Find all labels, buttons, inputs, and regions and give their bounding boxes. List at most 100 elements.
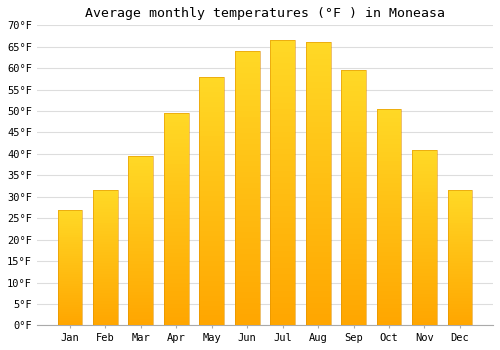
Bar [412, 209, 437, 213]
Bar [341, 75, 366, 80]
Bar [93, 233, 118, 236]
Bar [341, 280, 366, 285]
Bar [412, 318, 437, 322]
Bar [448, 252, 472, 255]
Bar [341, 233, 366, 239]
Bar [58, 251, 82, 254]
Bar [200, 102, 224, 106]
Bar [341, 249, 366, 254]
Bar [376, 222, 402, 226]
Bar [448, 312, 472, 315]
Bar [448, 217, 472, 220]
Bar [306, 292, 330, 297]
Bar [200, 281, 224, 286]
Bar [448, 323, 472, 326]
Bar [448, 255, 472, 258]
Bar [376, 265, 402, 269]
Bar [306, 161, 330, 167]
Bar [235, 216, 260, 221]
Bar [306, 60, 330, 65]
Bar [448, 190, 472, 326]
Bar [128, 247, 154, 251]
Bar [376, 191, 402, 196]
Bar [128, 305, 154, 308]
Bar [128, 261, 154, 265]
Bar [58, 288, 82, 291]
Bar [235, 68, 260, 73]
Bar [306, 173, 330, 178]
Bar [93, 263, 118, 266]
Bar [412, 160, 437, 164]
Bar [93, 212, 118, 215]
Bar [200, 286, 224, 290]
Bar [164, 181, 188, 186]
Bar [412, 234, 437, 238]
Bar [164, 262, 188, 266]
Bar [128, 244, 154, 247]
Bar [58, 304, 82, 307]
Bar [448, 263, 472, 266]
Bar [128, 193, 154, 197]
Bar [270, 240, 295, 246]
Bar [341, 223, 366, 229]
Bar [164, 287, 188, 292]
Bar [270, 75, 295, 80]
Bar [58, 210, 82, 326]
Bar [448, 296, 472, 299]
Bar [270, 86, 295, 92]
Bar [235, 293, 260, 298]
Bar [164, 122, 188, 126]
Bar [341, 315, 366, 320]
Bar [128, 214, 154, 217]
Bar [448, 309, 472, 312]
Bar [200, 87, 224, 92]
Bar [448, 317, 472, 320]
Bar [200, 310, 224, 315]
Bar [93, 190, 118, 326]
Bar [270, 314, 295, 320]
Bar [270, 149, 295, 154]
Bar [412, 238, 437, 241]
Bar [235, 51, 260, 56]
Bar [270, 40, 295, 326]
Bar [306, 320, 330, 326]
Bar [376, 217, 402, 222]
Bar [448, 242, 472, 244]
Bar [128, 203, 154, 207]
Bar [200, 176, 224, 181]
Bar [376, 317, 402, 321]
Bar [448, 196, 472, 198]
Bar [306, 65, 330, 71]
Bar [164, 126, 188, 130]
Bar [341, 193, 366, 198]
Bar [412, 322, 437, 326]
Bar [376, 273, 402, 278]
Bar [200, 121, 224, 126]
Bar [341, 183, 366, 188]
Bar [412, 308, 437, 312]
Bar [235, 320, 260, 326]
Bar [448, 288, 472, 290]
Bar [306, 252, 330, 258]
Bar [164, 300, 188, 304]
Bar [448, 206, 472, 209]
Bar [58, 217, 82, 219]
Bar [306, 184, 330, 190]
Bar [58, 210, 82, 212]
Bar [164, 274, 188, 279]
Bar [341, 70, 366, 326]
Bar [235, 199, 260, 205]
Bar [376, 226, 402, 230]
Bar [58, 272, 82, 274]
Bar [128, 231, 154, 234]
Bar [93, 225, 118, 228]
Bar [412, 283, 437, 287]
Bar [58, 265, 82, 267]
Bar [93, 215, 118, 217]
Bar [270, 234, 295, 240]
Bar [128, 156, 154, 326]
Bar [93, 220, 118, 223]
Bar [376, 243, 402, 247]
Bar [270, 154, 295, 160]
Bar [58, 235, 82, 237]
